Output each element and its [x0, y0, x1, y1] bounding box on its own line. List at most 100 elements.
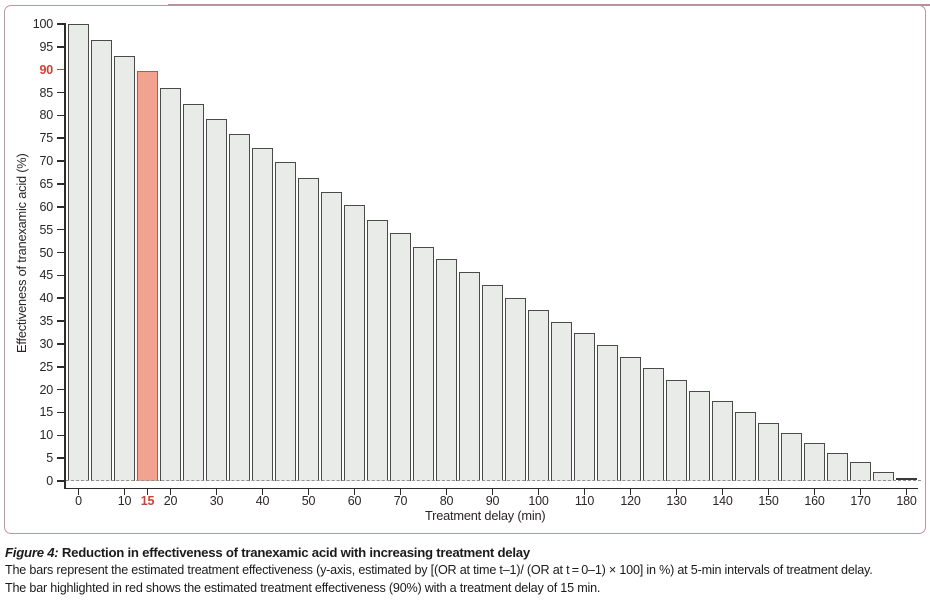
x-tick — [123, 489, 126, 495]
x-tick-label: 150 — [758, 493, 779, 508]
x-tick-label: 50 — [301, 493, 316, 508]
x-tick-label: 90 — [485, 493, 500, 508]
x-tick — [215, 489, 218, 495]
y-tick-label: 40 — [39, 291, 53, 306]
y-tick — [57, 114, 64, 117]
x-tick-label: 110 — [574, 493, 595, 508]
y-tick — [57, 274, 64, 277]
y-tick-label: 70 — [39, 154, 53, 169]
bar — [91, 40, 112, 481]
y-tick — [57, 68, 64, 71]
bar — [482, 284, 503, 481]
x-axis-title: Treatment delay (min) — [425, 508, 546, 523]
y-tick — [57, 411, 64, 414]
x-tick-label: 100 — [528, 493, 549, 508]
y-tick-label: 45 — [39, 268, 53, 283]
caption-title-text: Reduction in effectiveness of tranexamic… — [58, 545, 530, 560]
y-tick-label: 0 — [46, 474, 53, 488]
x-tick-label: 70 — [393, 493, 408, 508]
bar — [459, 272, 480, 481]
bar — [160, 87, 181, 481]
x-tick — [77, 489, 80, 495]
x-tick-label: 180 — [896, 493, 917, 508]
bar — [873, 472, 894, 481]
y-tick — [57, 388, 64, 391]
x-tick-label: 170 — [850, 493, 871, 508]
x-tick — [353, 489, 356, 495]
bar — [735, 411, 756, 481]
bar — [597, 345, 618, 481]
page-top-rule — [168, 4, 930, 6]
caption-title: Figure 4: Reduction in effectiveness of … — [5, 544, 927, 561]
bar — [528, 309, 549, 481]
x-tick — [491, 489, 494, 495]
x-tick — [767, 489, 770, 495]
x-axis-line — [64, 487, 918, 490]
caption-line: The bars represent the estimated treatme… — [5, 563, 873, 577]
x-tick-label: 60 — [347, 493, 362, 508]
y-tick — [57, 297, 64, 299]
bar — [344, 205, 365, 481]
bar — [666, 379, 687, 481]
bar — [551, 321, 572, 481]
y-tick-label: 10 — [39, 428, 53, 443]
x-tick-label: 80 — [439, 493, 454, 508]
bar — [183, 103, 204, 481]
bar — [505, 297, 526, 481]
x-tick-label: 120 — [620, 493, 641, 508]
y-tick — [57, 206, 64, 208]
y-tick-label: 65 — [39, 176, 53, 191]
figure-caption: Figure 4: Reduction in effectiveness of … — [5, 544, 927, 597]
bar — [68, 24, 89, 481]
y-tick — [57, 251, 64, 254]
caption-line: The bar highlighted in red shows the est… — [5, 580, 601, 595]
bar — [620, 356, 641, 481]
y-tick-label: 75 — [39, 131, 53, 146]
bar — [804, 443, 825, 481]
x-tick — [307, 489, 310, 495]
y-tick — [57, 137, 64, 140]
y-tick-label: 95 — [39, 39, 53, 54]
bar — [850, 461, 871, 481]
bar — [781, 433, 802, 481]
y-tick-label: 25 — [39, 359, 53, 374]
bar — [896, 478, 917, 481]
y-tick — [57, 183, 64, 185]
x-tick-label: 0 — [75, 493, 82, 508]
x-tick — [859, 489, 862, 495]
y-tick — [57, 480, 64, 482]
bar — [367, 219, 388, 481]
x-tick-label: 20 — [163, 493, 178, 508]
bar — [321, 191, 342, 481]
x-tick-label: 30 — [209, 493, 224, 508]
y-tick — [57, 228, 64, 231]
y-tick — [57, 320, 64, 322]
y-tick — [57, 23, 64, 25]
x-tick — [675, 489, 678, 495]
y-tick-label: 15 — [39, 405, 53, 420]
x-tick-label: 130 — [666, 493, 687, 508]
x-tick — [721, 489, 724, 495]
x-tick — [905, 489, 908, 495]
bar — [574, 333, 595, 481]
y-tick — [57, 46, 64, 48]
y-tick-label: 55 — [39, 222, 53, 237]
y-tick — [57, 457, 64, 459]
y-axis-line — [64, 22, 66, 488]
bar — [114, 56, 135, 481]
bar — [390, 232, 411, 481]
y-tick-label: 5 — [46, 451, 53, 466]
x-tick — [399, 489, 402, 495]
y-tick-label: 60 — [39, 199, 53, 214]
bar — [252, 148, 273, 481]
bar — [827, 452, 848, 481]
y-tick-label: 100 — [32, 17, 53, 31]
bar — [758, 422, 779, 481]
x-tick — [445, 489, 448, 495]
y-tick-label: 80 — [39, 108, 53, 123]
bar — [712, 401, 733, 481]
y-tick-label: 20 — [39, 382, 53, 397]
bar — [413, 246, 434, 481]
y-tick-label: 90 — [39, 62, 53, 77]
x-tick — [169, 489, 172, 495]
